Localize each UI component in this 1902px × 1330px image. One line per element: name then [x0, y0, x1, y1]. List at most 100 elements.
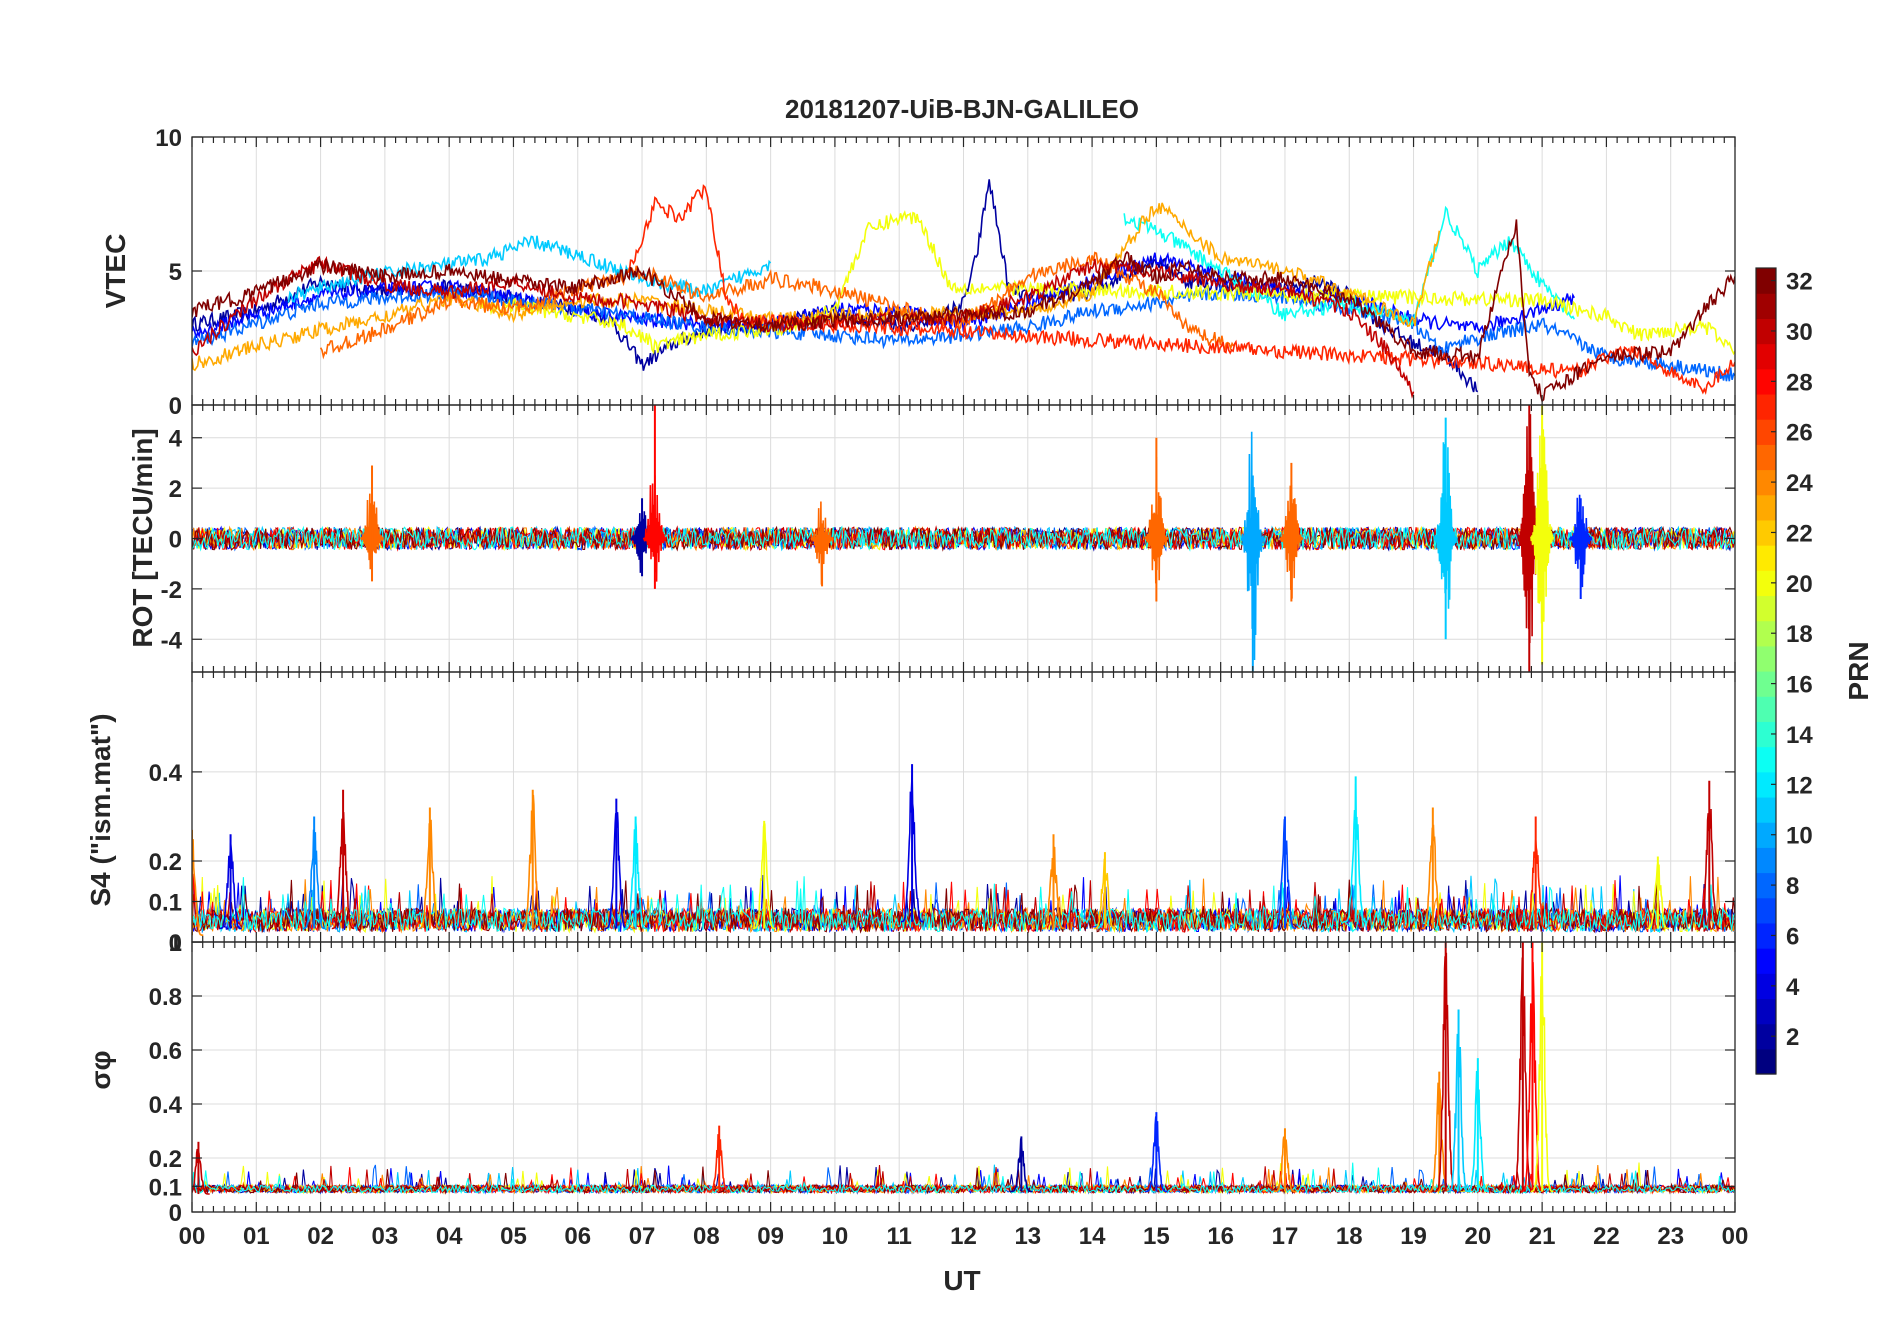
x-tick-label: 09	[757, 1223, 784, 1250]
colorbar-band	[1756, 671, 1776, 697]
y-axis-label-vtec: VTEC	[100, 234, 131, 309]
y-tick-label-s4: 0.2	[149, 849, 182, 876]
y-tick-label-sigma_phi: 0.1	[149, 1174, 182, 1201]
colorbar-tick-label: 2	[1786, 1024, 1799, 1051]
colorbar-tick-label: 14	[1786, 722, 1813, 749]
spike-prn-24	[192, 839, 204, 937]
x-tick-label: 07	[629, 1223, 656, 1250]
x-tick-label: 05	[500, 1223, 527, 1250]
x-tick-label: 16	[1207, 1223, 1234, 1250]
x-tick-label: 23	[1657, 1223, 1684, 1250]
x-tick-label: 04	[436, 1223, 463, 1250]
x-tick-label: 11	[887, 1223, 912, 1250]
x-tick-label: 14	[1079, 1223, 1106, 1250]
y-tick-label-rot: 0	[169, 527, 182, 554]
colorbar-band	[1756, 897, 1776, 924]
colorbar-band	[1756, 620, 1776, 647]
x-tick-label: 22	[1593, 1223, 1620, 1250]
colorbar-band	[1756, 1048, 1776, 1075]
colorbar-tick-label: 24	[1786, 470, 1813, 497]
x-tick-label: 10	[822, 1223, 849, 1250]
colorbar-band	[1756, 545, 1776, 571]
y-axis-label-rot: ROT [TECU/min]	[127, 428, 158, 647]
y-axis-label-s4: S4 ("ism.mat")	[85, 713, 116, 906]
x-tick-label: 06	[564, 1223, 591, 1250]
colorbar-label: PRN	[1843, 641, 1874, 700]
x-tick-labels: 00 01 02 03 04 05 06 07 08 09 10 11 12 13 14 15 16 17 18 19…	[179, 1223, 1749, 1250]
colorbar-band	[1756, 393, 1776, 420]
colorbar-band	[1756, 721, 1776, 748]
colorbar-band	[1756, 696, 1776, 722]
panel-rot: -4 -2 0 2 4 ROT [TECU/min]	[127, 404, 1736, 673]
y-tick-label-sigma_phi: 0.2	[149, 1146, 182, 1173]
colorbar-band	[1756, 1023, 1776, 1050]
colorbar-tick-label: 26	[1786, 420, 1813, 447]
x-tick-label: 18	[1336, 1223, 1363, 1250]
x-tick-label: 19	[1400, 1223, 1427, 1250]
y-tick-label-s4: 0.4	[149, 760, 183, 787]
x-tick-label: 15	[1143, 1223, 1170, 1250]
noise-trace	[192, 525, 1735, 552]
y-tick-label-rot: 2	[169, 476, 182, 503]
series-line-prn-25	[319, 251, 1235, 360]
x-tick-label: 00	[179, 1223, 206, 1250]
x-tick-label: 17	[1272, 1223, 1299, 1250]
colorbar-band	[1756, 519, 1776, 546]
colorbar-tick-label: 16	[1786, 672, 1813, 699]
series-line-prn-30	[192, 255, 1415, 399]
x-ticks-vtec	[191, 136, 1736, 406]
y-tick-label-sigma_phi: 1	[169, 930, 182, 957]
x-ticks-s4	[191, 672, 1736, 943]
colorbar-band	[1756, 570, 1776, 597]
colorbar-band	[1756, 343, 1776, 370]
plot-vtec	[192, 179, 1735, 403]
colorbar-band	[1756, 368, 1776, 395]
y-axis-label-sigma_phi: σφ	[85, 1050, 116, 1089]
colorbar-tick-label: 10	[1786, 823, 1813, 850]
colorbar-tick-label: 4	[1786, 974, 1800, 1001]
y-tick-label-rot: -4	[161, 627, 183, 654]
x-ticks-sigma_phi	[191, 941, 1736, 1213]
series-line-prn-20	[480, 210, 1735, 356]
chart-title: 20181207-UiB-BJN-GALILEO	[785, 94, 1139, 124]
colorbar-band	[1756, 796, 1776, 823]
colorbar-tick-label: 28	[1786, 369, 1813, 396]
x-tick-label: 12	[950, 1223, 977, 1250]
noise-trace	[192, 525, 1735, 552]
x-tick-label: 08	[693, 1223, 720, 1250]
colorbar-band	[1756, 318, 1776, 345]
plot-s4	[192, 764, 1735, 937]
colorbar-tick-label: 12	[1786, 772, 1813, 799]
colorbar-band	[1756, 872, 1776, 899]
colorbar-band	[1756, 645, 1776, 672]
y-tick-label-s4: 0	[169, 930, 182, 957]
panel-s4: 0 0.1 0.2 0.4 S4 ("ism.mat")	[85, 671, 1736, 957]
noise-trace	[192, 525, 1735, 552]
x-axis-label: UT	[943, 1265, 980, 1296]
plot-sigma_phi	[192, 942, 1735, 1195]
x-ticks-rot	[191, 405, 1736, 672]
plot-rot	[192, 405, 1735, 672]
colorbar-band	[1756, 847, 1776, 874]
colorbar-band	[1756, 268, 1776, 294]
colorbar-band	[1756, 822, 1776, 848]
x-tick-label: 21	[1529, 1223, 1556, 1250]
colorbar-tick-label: 20	[1786, 571, 1813, 598]
colorbar-band	[1756, 746, 1776, 773]
colorbar-band	[1756, 595, 1776, 622]
series-line-prn-32	[192, 219, 1735, 403]
x-tick-label: 01	[243, 1223, 270, 1250]
colorbar-frame	[1755, 267, 1777, 1075]
y-tick-label-rot: -2	[161, 577, 182, 604]
x-tick-label: 20	[1464, 1223, 1491, 1250]
colorbar-tick-label: 8	[1786, 873, 1799, 900]
y-tick-label-vtec: 10	[155, 125, 182, 152]
colorbar-tick-label: 30	[1786, 319, 1813, 346]
y-tick-label-sigma_phi: 0	[169, 1200, 182, 1227]
colorbar-tick-label: 18	[1786, 621, 1813, 648]
colorbar-band	[1756, 922, 1776, 949]
colorbar-band	[1756, 771, 1776, 798]
x-tick-label: 00	[1722, 1223, 1749, 1250]
